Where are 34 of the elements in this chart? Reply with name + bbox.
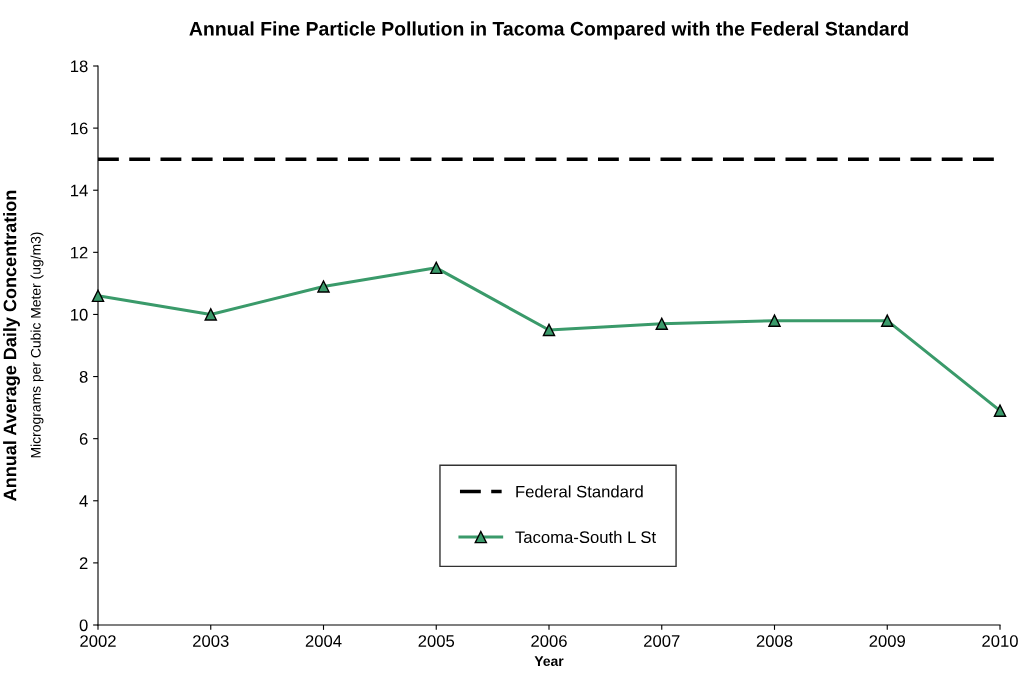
- y-tick-label: 10: [71, 308, 88, 321]
- x-tick-label: 2004: [305, 635, 342, 647]
- x-tick-label: 2010: [982, 635, 1018, 647]
- y-tick-label: 14: [71, 184, 88, 197]
- point: [655, 317, 669, 331]
- point: [429, 261, 443, 275]
- x-tick-label: 2003: [193, 635, 229, 647]
- point: [91, 289, 105, 303]
- x-tick-label: 2002: [80, 635, 116, 647]
- point: [204, 308, 218, 321]
- x-tick-label: 2005: [418, 635, 455, 647]
- point: [768, 314, 781, 327]
- y-tick-label: 12: [71, 246, 88, 259]
- point: [317, 280, 330, 293]
- x-axis-title: Year: [534, 656, 564, 667]
- y-tick-label: 18: [71, 60, 88, 73]
- y-tick-label: 16: [71, 122, 88, 135]
- point: [993, 404, 1007, 417]
- x-tick-label: 2009: [869, 635, 905, 647]
- chart-title: Annual Fine Particle Pollution in Tacoma Compared with the Federal Standard: [189, 21, 908, 40]
- legend-label: Tacoma-South L St: [515, 530, 656, 544]
- x-tick-label: 2006: [531, 635, 567, 647]
- text: Micrograms per Cubic Meter (ug/m3): [30, 232, 44, 458]
- point: [542, 323, 556, 337]
- legend-label: Federal Standard: [516, 485, 643, 498]
- y-tick-label: 2: [79, 557, 88, 569]
- point: [880, 314, 894, 327]
- y-axis-title: Annual Average Daily Concentration: [3, 190, 20, 501]
- y-tick-label: 6: [79, 433, 88, 445]
- y-tick-label: 4: [79, 495, 88, 507]
- y-tick-label: 0: [79, 619, 88, 632]
- x-tick-label: 2008: [756, 635, 793, 647]
- y-tick-label: 8: [79, 370, 88, 383]
- x-tick-label: 2007: [644, 635, 680, 647]
